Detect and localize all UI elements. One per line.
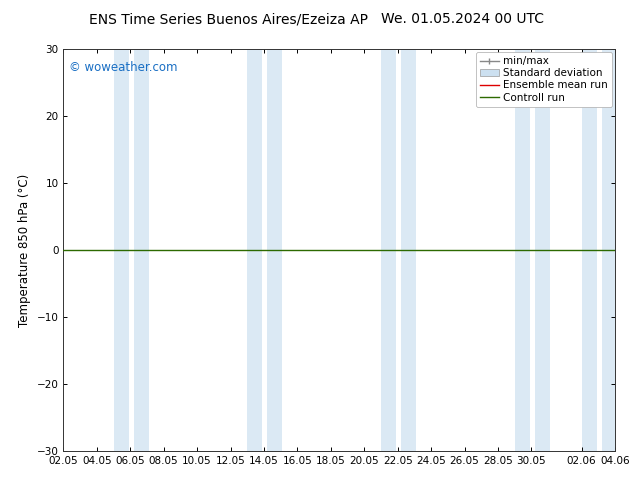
Bar (381, 49, 396, 451)
Bar (134, 49, 148, 451)
Bar (534, 49, 550, 451)
Bar (581, 49, 597, 451)
Bar (602, 49, 615, 451)
Bar (515, 49, 530, 451)
Legend: min/max, Standard deviation, Ensemble mean run, Controll run: min/max, Standard deviation, Ensemble me… (476, 52, 612, 107)
Y-axis label: Temperature 850 hPa (°C): Temperature 850 hPa (°C) (18, 173, 31, 326)
Text: © woweather.com: © woweather.com (69, 61, 178, 74)
Text: ENS Time Series Buenos Aires/Ezeiza AP: ENS Time Series Buenos Aires/Ezeiza AP (89, 12, 368, 26)
Bar (268, 49, 282, 451)
Bar (247, 49, 262, 451)
Text: We. 01.05.2024 00 UTC: We. 01.05.2024 00 UTC (381, 12, 545, 26)
Bar (401, 49, 416, 451)
Bar (113, 49, 129, 451)
